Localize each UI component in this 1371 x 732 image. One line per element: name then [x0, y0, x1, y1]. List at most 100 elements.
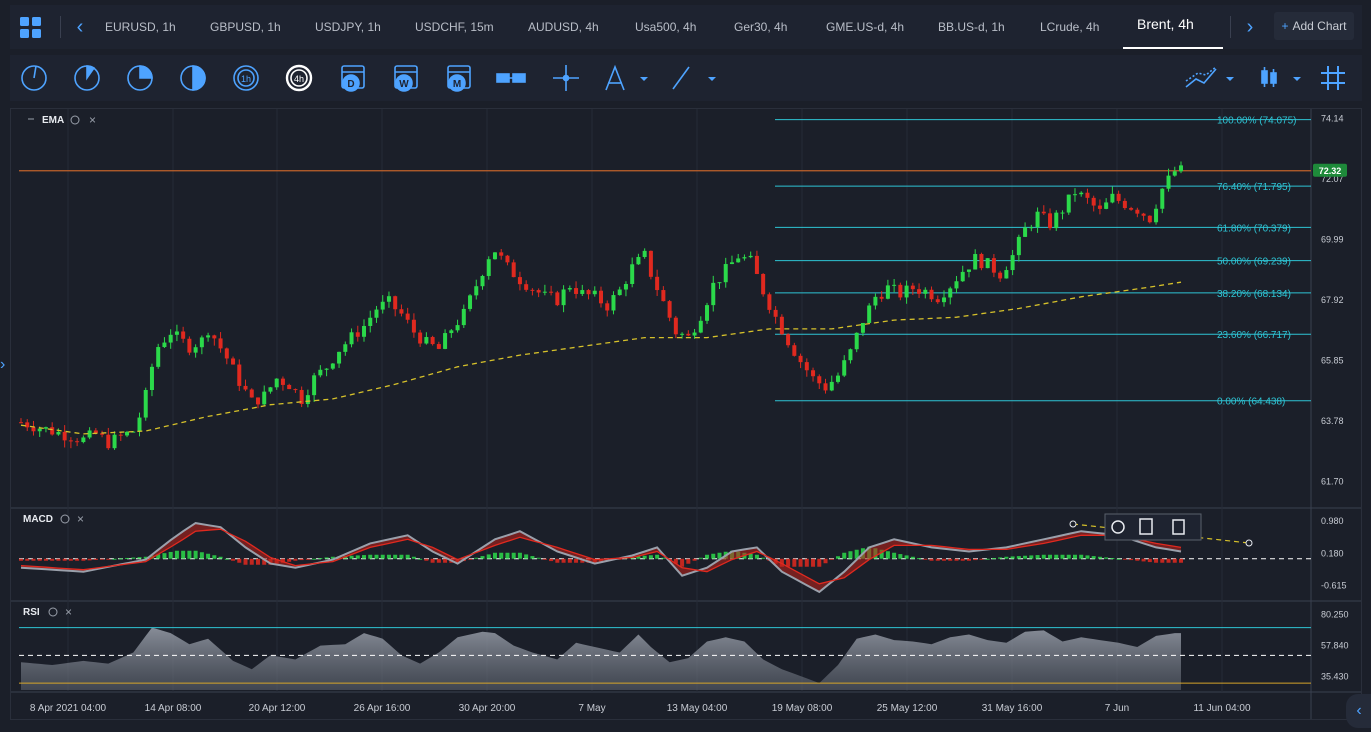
layout-grid-icon[interactable] [18, 15, 44, 41]
chart-type-candles-icon[interactable] [1261, 67, 1301, 87]
timeframe-15m-icon[interactable] [127, 65, 153, 91]
time-axis-label: 11 Jun 04:00 [1193, 703, 1251, 714]
close-indicator-icon[interactable]: × [65, 605, 72, 619]
candle [860, 322, 865, 337]
chart-canvas[interactable]: 100.00% (74.075) 76.40% (71.795) 61.80% (7… [11, 109, 1361, 719]
tab-bb[interactable]: BB.US-d, 1h [938, 20, 1005, 34]
macd-histogram-bar [143, 556, 148, 559]
tab-usdchf[interactable]: USDCHF, 15m [415, 20, 494, 34]
close-indicator-icon[interactable]: × [89, 113, 96, 127]
candle [480, 274, 485, 290]
timeframe-1h-icon[interactable] [233, 65, 259, 91]
macd-histogram-bar [156, 554, 161, 559]
candle [1104, 198, 1109, 210]
close-indicator-icon[interactable]: × [77, 512, 84, 526]
candle [873, 293, 878, 310]
macd-trendline[interactable] [1069, 513, 1253, 547]
indicators-icon[interactable] [1185, 66, 1234, 88]
crosshair-icon[interactable] [553, 65, 579, 91]
timeframe-1h-label: 1h [241, 74, 251, 84]
candle [374, 305, 379, 323]
macd-histogram-bar [380, 554, 385, 559]
tab-brent[interactable]: Brent, 4h [1137, 16, 1194, 32]
drawing-copy-icon[interactable] [1139, 518, 1153, 535]
price-tick-label: 72.07 [1321, 174, 1344, 184]
candle [1160, 188, 1165, 214]
drawing-compass-icon[interactable] [605, 64, 648, 91]
candle [611, 291, 616, 315]
tab-ger30[interactable]: Ger30, 4h [734, 20, 788, 34]
expand-right-panel-icon[interactable]: ‹ [1346, 694, 1371, 728]
candle [231, 356, 236, 365]
macd-histogram-bar [1172, 558, 1177, 563]
drawing-delete-icon[interactable] [1172, 519, 1185, 535]
macd-histogram-bar [636, 556, 641, 559]
candlestick-series [19, 161, 1183, 450]
expand-left-panel-icon[interactable]: › [0, 356, 6, 373]
macd-histogram-bar [998, 557, 1003, 559]
macd-histogram-bar [231, 558, 236, 561]
range-tool-icon[interactable] [496, 73, 526, 83]
drawing-settings-icon[interactable] [1111, 520, 1125, 534]
tab-gbpusd[interactable]: GBPUSD, 1h [210, 20, 281, 34]
tab-audusd[interactable]: AUDUSD, 4h [528, 20, 599, 34]
macd-pane: 0.980 0.180 -0.615 [19, 516, 1347, 594]
timeframe-1m-icon[interactable] [21, 65, 47, 91]
tab-eurusd[interactable]: EURUSD, 1h [105, 20, 176, 34]
time-axis-labels: 8 Apr 2021 04:00 14 Apr 08:00 20 Apr 12:00… [30, 703, 1251, 714]
settings-gear-icon[interactable] [60, 514, 70, 524]
candle [168, 329, 173, 349]
time-axis-label: 19 May 08:00 [772, 703, 833, 714]
macd-histogram-bar [168, 551, 173, 559]
candle [991, 254, 996, 278]
candle [848, 348, 853, 364]
fibonacci-retracement[interactable]: 100.00% (74.075) 76.40% (71.795) 61.80% (7… [775, 116, 1311, 408]
ema-legend: EMA × [28, 113, 96, 127]
timeframe-5m-icon[interactable] [74, 65, 100, 91]
settings-gear-icon[interactable] [70, 115, 80, 125]
candle [680, 332, 685, 339]
add-chart-button[interactable]: + Add Chart [1274, 12, 1354, 40]
macd-histogram-bar [355, 555, 360, 559]
timeframe-30m-icon[interactable] [180, 65, 206, 91]
macd-histogram-bar [524, 554, 529, 559]
tab-gme[interactable]: GME.US-d, 4h [826, 20, 905, 34]
period-day-icon[interactable] [341, 65, 365, 92]
tabs-scroll-left-icon[interactable]: ‹ [76, 16, 84, 38]
tab-lcrude[interactable]: LCrude, 4h [1040, 20, 1100, 34]
macd-histogram-bar [692, 558, 697, 561]
macd-histogram-bar [1122, 558, 1127, 560]
period-month-icon[interactable] [447, 65, 471, 92]
macd-histogram-bar [318, 558, 323, 560]
chart-container[interactable]: 100.00% (74.075) 76.40% (71.795) 61.80% (7… [10, 108, 1362, 720]
period-week-icon[interactable] [394, 65, 418, 92]
tab-usa500[interactable]: Usa500, 4h [635, 20, 697, 34]
macd-histogram-bar [50, 558, 55, 561]
candle [779, 314, 784, 335]
candle [792, 342, 797, 357]
candle [1097, 199, 1102, 215]
candle [804, 358, 809, 377]
candle [287, 383, 292, 390]
macd-histogram-bar [817, 558, 822, 567]
fib-level-label: 0.00% (64.438) [1217, 397, 1285, 408]
tab-usdjpy[interactable]: USDJPY, 1h [315, 20, 381, 34]
macd-histogram-bar [1072, 554, 1077, 559]
candle [468, 294, 473, 312]
settings-gear-icon[interactable] [48, 607, 58, 617]
macd-histogram-bar [798, 558, 803, 567]
timeframe-4h-icon[interactable] [285, 64, 313, 92]
candle [312, 372, 317, 402]
macd-histogram-bar [779, 558, 784, 567]
macd-histogram-bar [443, 558, 448, 563]
candle [430, 335, 435, 346]
grid-toggle-icon[interactable] [1321, 66, 1345, 90]
line-tool-icon[interactable] [672, 66, 716, 90]
candle [181, 326, 186, 343]
tabs-scroll-right-icon[interactable]: › [1246, 16, 1254, 38]
macd-histogram-bar [249, 558, 254, 565]
macd-histogram-bar [1004, 556, 1009, 559]
candle [1060, 210, 1065, 220]
macd-histogram-bar [399, 554, 404, 559]
time-axis-label: 26 Apr 16:00 [354, 703, 411, 714]
